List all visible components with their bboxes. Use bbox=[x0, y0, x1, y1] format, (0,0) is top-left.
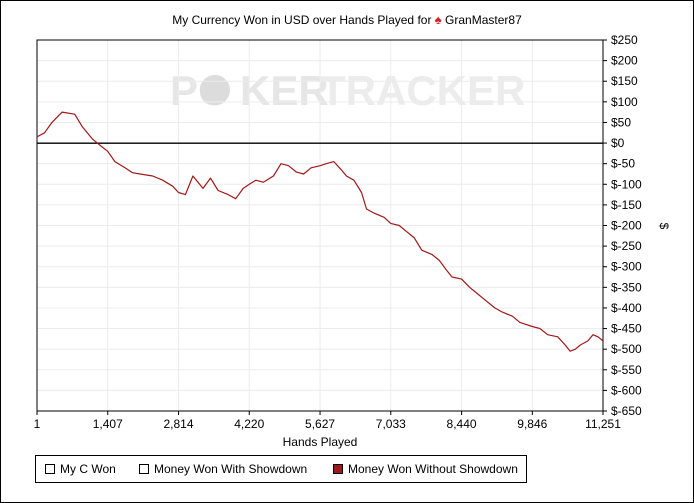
pokertracker-watermark: PO KER TRACKER bbox=[170, 67, 525, 114]
y-tick-label: $50 bbox=[611, 115, 631, 129]
series-line-2 bbox=[36, 111, 604, 352]
x-tick-label: 9,846 bbox=[517, 417, 547, 431]
y-axis-label: $ bbox=[657, 223, 671, 230]
x-tick-label: 4,220 bbox=[234, 417, 264, 431]
x-axis: 1 1,407 2,814 4,220 5,627 7,033 8,440 9,846 11,2… bbox=[34, 411, 621, 431]
watermark-middle: KER bbox=[240, 67, 329, 114]
y-tick-label: $-450 bbox=[611, 322, 642, 336]
legend-swatch bbox=[333, 464, 343, 474]
y-tick-label: $200 bbox=[611, 54, 638, 68]
legend: My C Won Money Won With Showdown Money W… bbox=[35, 455, 527, 483]
poker-chip-icon bbox=[200, 75, 230, 105]
y-tick-label: $150 bbox=[611, 74, 638, 88]
legend-label: Money Won With Showdown bbox=[154, 462, 308, 476]
legend-item-without-showdown[interactable]: Money Won Without Showdown bbox=[333, 462, 518, 476]
legend-label: My C Won bbox=[60, 462, 116, 476]
y-tick-label: $-600 bbox=[611, 383, 642, 397]
x-tick-label: 5,627 bbox=[305, 417, 335, 431]
y-axis: $250 $200 $150 $100 $50 $0 $-50 $-100 $-150 $-200… bbox=[603, 33, 642, 418]
legend-swatch bbox=[45, 464, 55, 474]
x-tick-label: 7,033 bbox=[376, 417, 406, 431]
series-lines bbox=[36, 111, 604, 352]
x-axis-label: Hands Played bbox=[283, 435, 358, 449]
x-tick-label: 1 bbox=[34, 417, 41, 431]
y-tick-label: $-300 bbox=[611, 260, 642, 274]
legend-label: Money Won Without Showdown bbox=[348, 462, 518, 476]
x-tick-label: 2,814 bbox=[164, 417, 194, 431]
y-tick-label: $-250 bbox=[611, 239, 642, 253]
x-tick-label: 11,251 bbox=[585, 417, 621, 431]
y-tick-label: $0 bbox=[611, 136, 625, 150]
y-tick-label: $-550 bbox=[611, 363, 642, 377]
y-tick-label: $-500 bbox=[611, 342, 642, 356]
spade-icon: ♠ bbox=[434, 12, 442, 27]
x-tick-label: 1,407 bbox=[93, 417, 123, 431]
y-tick-label: $-50 bbox=[611, 157, 635, 171]
y-tick-label: $-100 bbox=[611, 177, 642, 191]
y-tick-label: $250 bbox=[611, 33, 638, 47]
y-tick-label: $-200 bbox=[611, 219, 642, 233]
legend-swatch bbox=[139, 464, 149, 474]
x-tick-label: 8,440 bbox=[447, 417, 477, 431]
y-tick-label: $100 bbox=[611, 95, 638, 109]
player-name: GranMaster87 bbox=[445, 13, 522, 27]
y-tick-label: $-350 bbox=[611, 280, 642, 294]
legend-item-with-showdown[interactable]: Money Won With Showdown bbox=[139, 462, 307, 476]
legend-item-my-c-won[interactable]: My C Won bbox=[45, 462, 116, 476]
chart-title: My Currency Won in USD over Hands Played… bbox=[0, 12, 694, 27]
watermark-right: TRACKER bbox=[320, 67, 525, 114]
chart-title-text: My Currency Won in USD over Hands Played… bbox=[172, 13, 432, 27]
y-tick-label: $-650 bbox=[611, 404, 642, 418]
y-tick-label: $-400 bbox=[611, 301, 642, 315]
y-tick-label: $-150 bbox=[611, 198, 642, 212]
